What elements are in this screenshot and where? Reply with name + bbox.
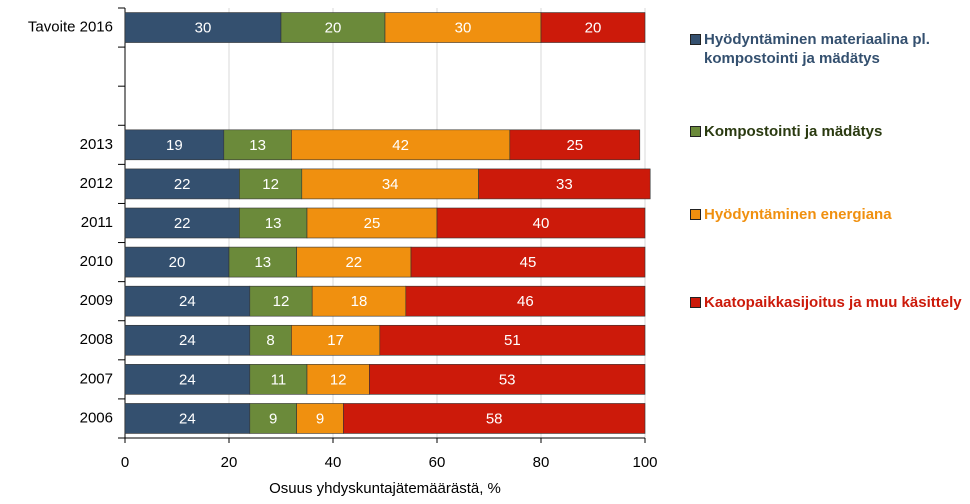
data-label: 13 <box>254 254 271 271</box>
data-label: 51 <box>504 332 521 349</box>
data-label: 8 <box>266 332 274 349</box>
y-tick-label: 2010 <box>80 253 113 270</box>
data-label: 25 <box>566 137 583 154</box>
legend-entry: Hyödyntäminen energiana <box>690 205 970 224</box>
data-label: 20 <box>169 254 186 271</box>
data-label: 58 <box>486 410 503 427</box>
y-tick-label: 2012 <box>80 175 113 192</box>
x-axis-label: Osuus yhdyskuntajätemäärästä, % <box>269 480 501 497</box>
data-label: 18 <box>351 293 368 310</box>
data-label: 20 <box>585 20 602 37</box>
data-label: 24 <box>179 410 196 427</box>
data-label: 40 <box>533 215 550 232</box>
data-label: 12 <box>273 293 290 310</box>
y-tick-label: 2011 <box>81 214 113 231</box>
data-label: 13 <box>249 137 266 154</box>
data-label: 45 <box>520 254 537 271</box>
legend-label: Hyödyntäminen materiaalina pl. kompostoi… <box>704 31 930 67</box>
data-label: 24 <box>179 371 196 388</box>
y-tick-label: 2013 <box>80 136 113 153</box>
x-tick-label: 80 <box>533 454 550 471</box>
data-label: 24 <box>179 332 196 349</box>
data-label: 22 <box>174 176 191 193</box>
data-label: 22 <box>174 215 191 232</box>
y-tick-label: 2009 <box>80 292 113 309</box>
data-label: 42 <box>392 137 409 154</box>
y-tick-label: 2008 <box>80 331 113 348</box>
data-label: 30 <box>195 20 212 37</box>
data-label: 11 <box>271 371 287 388</box>
data-label: 46 <box>517 293 534 310</box>
legend-label: Kompostointi ja mädätys <box>704 123 882 140</box>
data-label: 30 <box>455 20 472 37</box>
data-label: 17 <box>327 332 344 349</box>
legend-swatch <box>690 209 701 220</box>
legend-entry: Kompostointi ja mädätys <box>690 122 970 141</box>
y-tick-label: 2006 <box>80 409 113 426</box>
y-tick-label: 2007 <box>80 370 113 387</box>
data-label: 20 <box>325 20 342 37</box>
legend-swatch <box>690 126 701 137</box>
data-label: 34 <box>382 176 399 193</box>
legend-swatch <box>690 34 701 45</box>
x-tick-label: 20 <box>221 454 238 471</box>
data-label: 24 <box>179 293 196 310</box>
data-label: 22 <box>345 254 362 271</box>
data-label: 9 <box>316 410 324 427</box>
chart: Osuus yhdyskuntajätemäärästä, % 0 20 40 60 8… <box>0 0 690 499</box>
x-tick-label: 60 <box>429 454 446 471</box>
data-label: 12 <box>262 176 279 193</box>
legend-swatch <box>690 297 701 308</box>
y-tick-label: Tavoite 2016 <box>28 19 113 36</box>
legend: Hyödyntäminen materiaalina pl. kompostoi… <box>690 0 970 499</box>
x-tick-label: 40 <box>325 454 342 471</box>
legend-label: Kaatopaikkasijoitus ja muu käsittely <box>704 294 962 311</box>
data-label: 19 <box>166 137 183 154</box>
legend-entry: Hyödyntäminen materiaalina pl. kompostoi… <box>690 30 970 68</box>
page: Osuus yhdyskuntajätemäärästä, % 0 20 40 60 8… <box>0 0 970 499</box>
data-label: 53 <box>499 371 516 388</box>
x-tick-label: 0 <box>121 454 129 471</box>
data-label: 13 <box>265 215 282 232</box>
data-label: 33 <box>556 176 573 193</box>
x-tick-label: 100 <box>632 454 657 471</box>
legend-entry: Kaatopaikkasijoitus ja muu käsittely <box>690 293 970 312</box>
data-label: 9 <box>269 410 277 427</box>
data-label: 12 <box>330 371 347 388</box>
data-label: 25 <box>364 215 381 232</box>
legend-label: Hyödyntäminen energiana <box>704 206 892 223</box>
